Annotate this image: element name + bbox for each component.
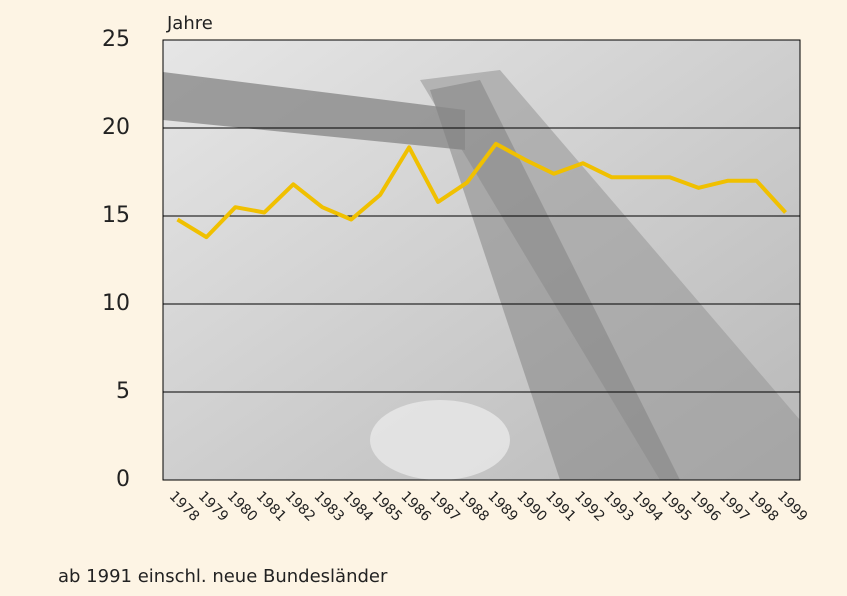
- y-tick-label: 10: [102, 291, 130, 316]
- y-tick-label: 25: [102, 27, 130, 52]
- photo: [163, 40, 800, 480]
- y-tick-label: 0: [116, 467, 130, 492]
- note: ab 1991 einschl. neue Bundesländer: [58, 566, 388, 587]
- chart: Jahre ab 1991 einschl. neue Bundesländer…: [0, 0, 847, 596]
- y-tick-label: 20: [102, 115, 130, 140]
- page: Jahre ab 1991 einschl. neue Bundesländer…: [0, 0, 847, 596]
- y-tick-label: 15: [102, 203, 130, 228]
- y-axis-label: Jahre: [166, 13, 213, 34]
- y-tick-label: 5: [116, 379, 130, 404]
- photo-helmet: [370, 400, 510, 480]
